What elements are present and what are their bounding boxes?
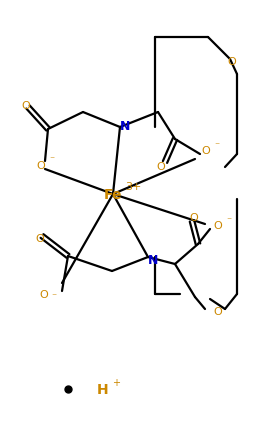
Text: N: N [147,253,157,266]
Text: O: O [37,161,45,171]
Text: N: N [119,119,130,132]
Text: O: O [39,289,48,299]
Text: O: O [213,221,221,230]
Text: ⁻: ⁻ [49,155,54,165]
Text: O: O [213,306,221,316]
Text: ⁻: ⁻ [226,215,231,225]
Text: ⁻: ⁻ [51,291,56,301]
Text: O: O [227,57,235,67]
Text: ⁻: ⁻ [214,141,219,150]
Text: O: O [201,146,210,156]
Text: O: O [189,212,198,222]
Text: O: O [156,162,165,172]
Text: H: H [97,382,108,396]
Text: O: O [22,101,30,111]
Text: Fe: Fe [103,187,122,202]
Text: O: O [36,233,44,243]
Text: 3+: 3+ [124,181,141,191]
Text: +: + [112,377,120,387]
